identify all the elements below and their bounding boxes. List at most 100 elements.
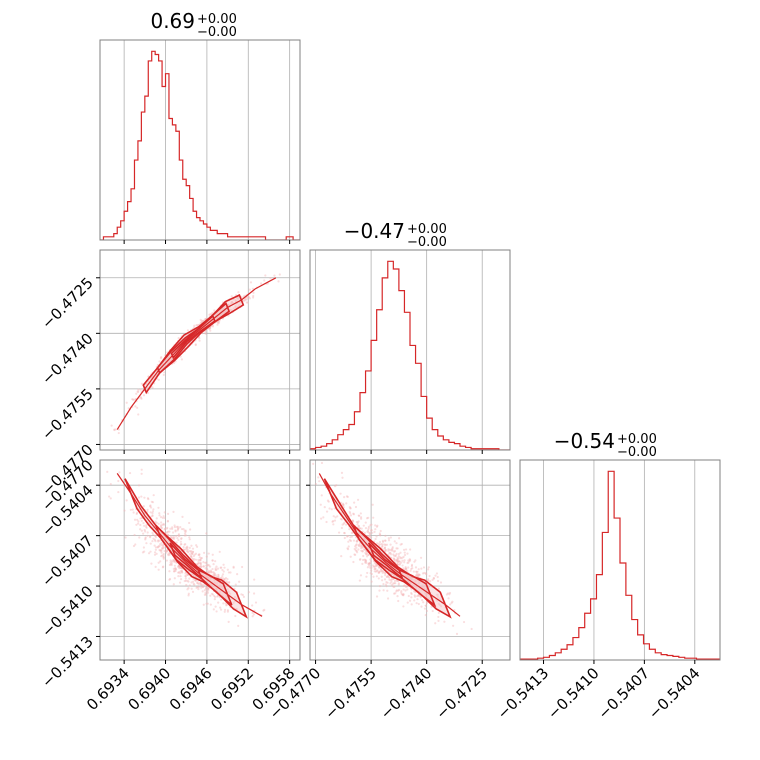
sample-point bbox=[371, 503, 374, 506]
sample-point bbox=[278, 273, 281, 276]
sample-point bbox=[188, 546, 191, 549]
sample-point bbox=[359, 558, 362, 561]
sample-point bbox=[394, 582, 397, 585]
sample-point bbox=[417, 573, 421, 576]
sample-point bbox=[166, 520, 169, 523]
y-tick-label: −0.5407 bbox=[38, 532, 97, 591]
sample-point bbox=[216, 581, 219, 584]
sample-point bbox=[428, 574, 431, 578]
sample-point bbox=[392, 585, 395, 588]
sample-point bbox=[215, 610, 218, 613]
sample-point bbox=[408, 558, 411, 561]
axes-frame bbox=[99, 249, 301, 451]
sample-point bbox=[211, 559, 214, 562]
sample-point bbox=[158, 548, 161, 552]
sample-point bbox=[436, 593, 439, 596]
sample-point bbox=[169, 527, 172, 530]
sample-point bbox=[200, 556, 203, 560]
sample-point bbox=[420, 567, 423, 570]
sample-point bbox=[219, 309, 223, 312]
sample-point bbox=[414, 587, 417, 590]
sample-point bbox=[398, 537, 401, 540]
sample-point bbox=[221, 587, 224, 590]
sample-point bbox=[225, 604, 228, 607]
sample-point bbox=[366, 529, 370, 532]
sample-point bbox=[216, 321, 220, 325]
sample-point bbox=[177, 538, 180, 542]
sample-point bbox=[406, 588, 409, 591]
sample-point bbox=[319, 503, 322, 506]
sample-point bbox=[346, 495, 349, 498]
sample-point bbox=[416, 595, 419, 598]
sample-point bbox=[173, 537, 176, 540]
sample-point bbox=[416, 574, 419, 577]
sample-point bbox=[197, 553, 200, 556]
sample-point bbox=[215, 588, 218, 591]
sample-point bbox=[364, 558, 367, 561]
sample-point bbox=[192, 580, 195, 583]
sample-point bbox=[204, 561, 207, 564]
sample-point bbox=[414, 566, 418, 569]
sample-point bbox=[199, 562, 202, 565]
sample-point bbox=[397, 599, 400, 603]
sample-point bbox=[114, 428, 117, 431]
sample-point bbox=[202, 585, 205, 588]
sample-point bbox=[117, 431, 120, 435]
sample-point bbox=[356, 521, 359, 524]
sample-point bbox=[359, 574, 363, 577]
sample-point bbox=[172, 583, 175, 586]
sample-point bbox=[140, 519, 143, 522]
sample-point bbox=[424, 604, 427, 607]
sample-point bbox=[162, 554, 165, 557]
sample-point bbox=[390, 572, 393, 576]
sample-point bbox=[201, 585, 205, 589]
sample-point bbox=[190, 587, 193, 590]
sample-point bbox=[373, 570, 376, 573]
sample-point bbox=[184, 542, 187, 546]
sample-point bbox=[171, 526, 174, 529]
sample-point bbox=[362, 548, 365, 551]
sample-point bbox=[354, 544, 358, 547]
sample-point bbox=[154, 546, 158, 549]
sample-point bbox=[199, 321, 202, 325]
sample-point bbox=[191, 557, 194, 560]
sample-point bbox=[387, 548, 390, 551]
sample-point bbox=[136, 518, 139, 521]
sample-point bbox=[203, 589, 206, 592]
sample-point bbox=[432, 577, 436, 580]
sample-point bbox=[252, 294, 255, 298]
sample-point bbox=[375, 535, 378, 538]
sample-point bbox=[379, 567, 383, 571]
sample-point bbox=[391, 547, 394, 550]
sample-point bbox=[398, 560, 402, 563]
sample-point bbox=[416, 598, 419, 601]
sample-point bbox=[160, 541, 163, 545]
sample-point bbox=[393, 550, 397, 553]
sample-point bbox=[197, 558, 200, 561]
sample-point bbox=[400, 591, 403, 594]
sample-point bbox=[369, 566, 372, 569]
sample-point bbox=[159, 357, 163, 360]
sample-point bbox=[200, 319, 203, 323]
sample-point bbox=[375, 525, 379, 528]
sample-point bbox=[374, 564, 377, 568]
sample-point bbox=[234, 305, 237, 309]
sample-point bbox=[340, 555, 343, 558]
sample-point bbox=[157, 506, 160, 509]
sample-point bbox=[389, 553, 393, 556]
panel-p2_1: −0.4770−0.4755−0.4740−0.4725 bbox=[266, 459, 511, 723]
sample-point bbox=[365, 561, 368, 565]
sample-point bbox=[153, 551, 157, 554]
sample-point bbox=[165, 527, 168, 530]
sample-point bbox=[371, 564, 375, 567]
sample-point bbox=[149, 535, 152, 538]
sample-point bbox=[146, 497, 150, 500]
sample-point bbox=[395, 547, 398, 550]
sample-point bbox=[360, 549, 363, 552]
sample-point bbox=[388, 548, 391, 551]
sample-point bbox=[215, 568, 218, 571]
sample-point bbox=[179, 575, 182, 578]
sample-point bbox=[196, 545, 199, 548]
sample-point bbox=[181, 515, 184, 518]
sample-point bbox=[382, 582, 385, 586]
